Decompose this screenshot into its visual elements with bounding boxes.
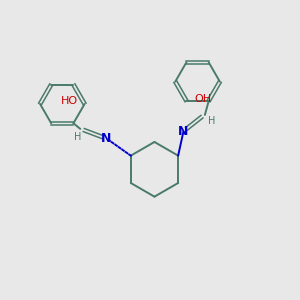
Text: HO: HO [61, 96, 78, 106]
Text: N: N [101, 132, 112, 145]
Text: N: N [178, 125, 189, 138]
Text: H: H [74, 132, 81, 142]
Text: H: H [208, 116, 215, 126]
Text: OH: OH [194, 94, 211, 104]
